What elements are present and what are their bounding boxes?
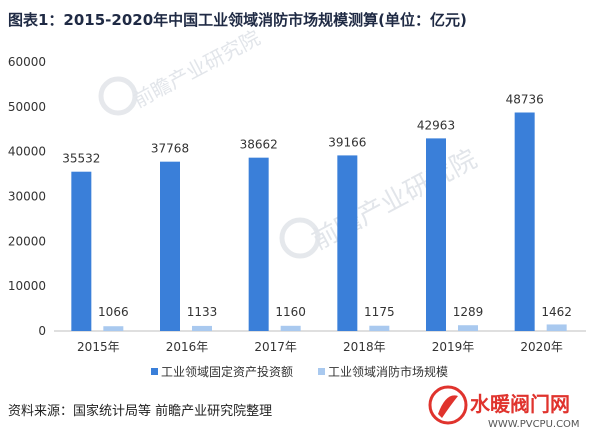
- legend-label-series-2: 工业领域消防市场规模: [328, 364, 448, 379]
- bar-series-2: [458, 325, 478, 331]
- data-label-series-1: 42963: [417, 118, 455, 132]
- bar-series-2: [369, 325, 390, 331]
- data-label-series-1: 39166: [328, 135, 366, 149]
- bar-series-2: [192, 325, 212, 331]
- source-note: 资料来源：国家统计局等 前瞻产业研究院整理: [8, 404, 273, 419]
- watermark-text-2: 前瞻产业研究院: [307, 144, 482, 256]
- x-tick-label: 2016年: [166, 340, 209, 354]
- watermark-text-1: 前瞻产业研究院: [129, 25, 264, 112]
- bar-series-1: [248, 157, 269, 331]
- data-label-series-2: 1462: [541, 305, 572, 319]
- bar-series-2: [103, 326, 124, 331]
- bar-series-1: [71, 171, 92, 331]
- data-label-series-1: 48736: [506, 93, 544, 107]
- y-tick-label: 50000: [8, 100, 46, 114]
- y-tick-label: 40000: [8, 145, 46, 159]
- bar-series-1: [426, 138, 446, 331]
- legend: 工业领域固定资产投资额 工业领域消防市场规模: [151, 364, 448, 379]
- data-label-series-1: 37768: [151, 142, 189, 156]
- data-label-series-1: 35532: [62, 152, 100, 166]
- y-tick-label: 30000: [8, 190, 46, 204]
- logo-url: WWW.PVCPU.COM: [488, 419, 580, 430]
- y-tick-label: 0: [38, 324, 46, 338]
- chart-title: 图表1：2015-2020年中国工业领域消防市场规模测算(单位：亿元): [8, 11, 467, 29]
- site-logo: 水暖阀门网 WWW.PVCPU.COM: [428, 385, 580, 430]
- x-tick-label: 2019年: [432, 340, 475, 354]
- x-tick-label: 2015年: [77, 340, 120, 354]
- legend-swatch-series-2: [318, 368, 325, 375]
- x-tick-label: 2020年: [520, 340, 563, 354]
- data-label-series-2: 1160: [275, 305, 306, 319]
- y-tick-label: 60000: [8, 55, 46, 69]
- bar-series-2: [280, 325, 301, 331]
- bar-series-1: [337, 155, 358, 331]
- logo-text: 水暖阀门网: [470, 392, 570, 416]
- data-label-series-2: 1066: [98, 305, 129, 319]
- x-tick-label: 2017年: [254, 340, 297, 354]
- legend-swatch-series-1: [151, 368, 158, 375]
- data-label-series-2: 1175: [364, 305, 395, 319]
- bar-series-2: [546, 324, 567, 331]
- data-label-series-2: 1289: [453, 305, 484, 319]
- bar-series-1: [514, 112, 535, 331]
- y-tick-label: 10000: [8, 279, 46, 293]
- data-label-series-2: 1133: [187, 305, 218, 319]
- x-tick-label: 2018年: [343, 340, 386, 354]
- bar-series-1: [160, 161, 180, 331]
- legend-label-series-1: 工业领域固定资产投资额: [161, 364, 293, 379]
- data-label-series-1: 38662: [240, 138, 278, 152]
- y-tick-label: 20000: [8, 234, 46, 248]
